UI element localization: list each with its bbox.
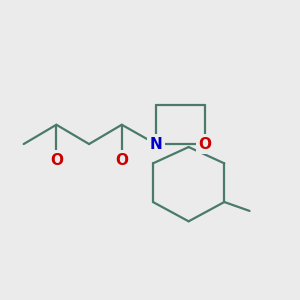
Text: O: O [199,136,212,152]
Text: O: O [115,153,128,168]
Text: N: N [150,136,162,152]
Text: O: O [50,153,63,168]
